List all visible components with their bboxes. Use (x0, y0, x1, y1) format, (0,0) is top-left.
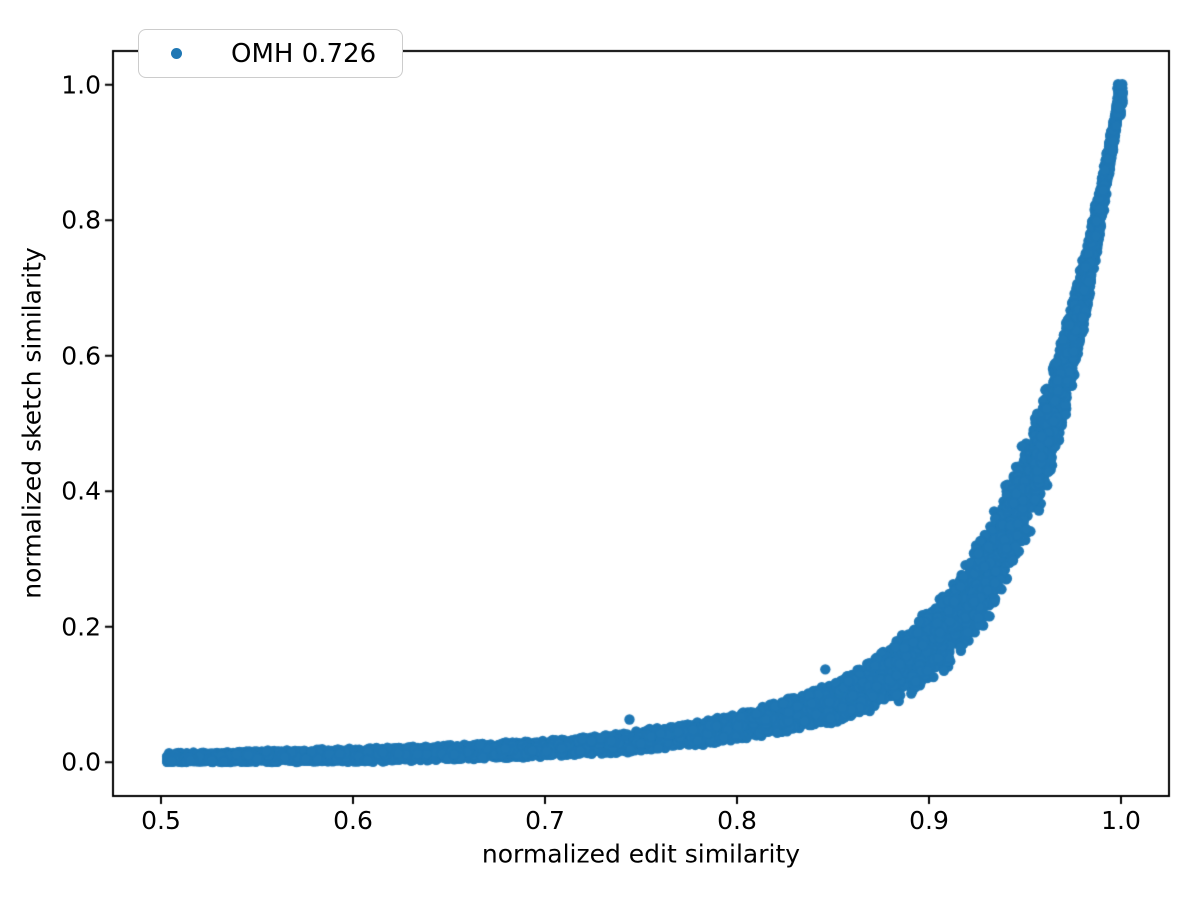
x-tick-label: 0.7 (525, 806, 565, 835)
legend-label: OMH 0.726 (231, 38, 377, 69)
y-axis-label: normalized sketch similarity (17, 247, 47, 599)
legend: OMH 0.726 (138, 29, 404, 78)
y-tick-label: 0.0 (61, 747, 101, 777)
y-tick-label: 0.8 (61, 205, 101, 235)
y-tick-label: 0.2 (61, 612, 101, 642)
legend-marker-dot-icon (171, 48, 182, 59)
y-tick-label: 0.6 (61, 341, 101, 371)
x-tick-label: 0.8 (717, 806, 757, 835)
y-tick-label: 0.4 (61, 476, 101, 506)
x-tick-label: 1.0 (1101, 806, 1141, 835)
x-tick-label: 0.9 (909, 806, 949, 835)
y-tick-label: 1.0 (61, 70, 101, 100)
x-tick-label: 0.5 (141, 806, 181, 835)
x-tick-label: 0.6 (333, 806, 373, 835)
x-axis-label: normalized edit similarity (481, 839, 801, 869)
